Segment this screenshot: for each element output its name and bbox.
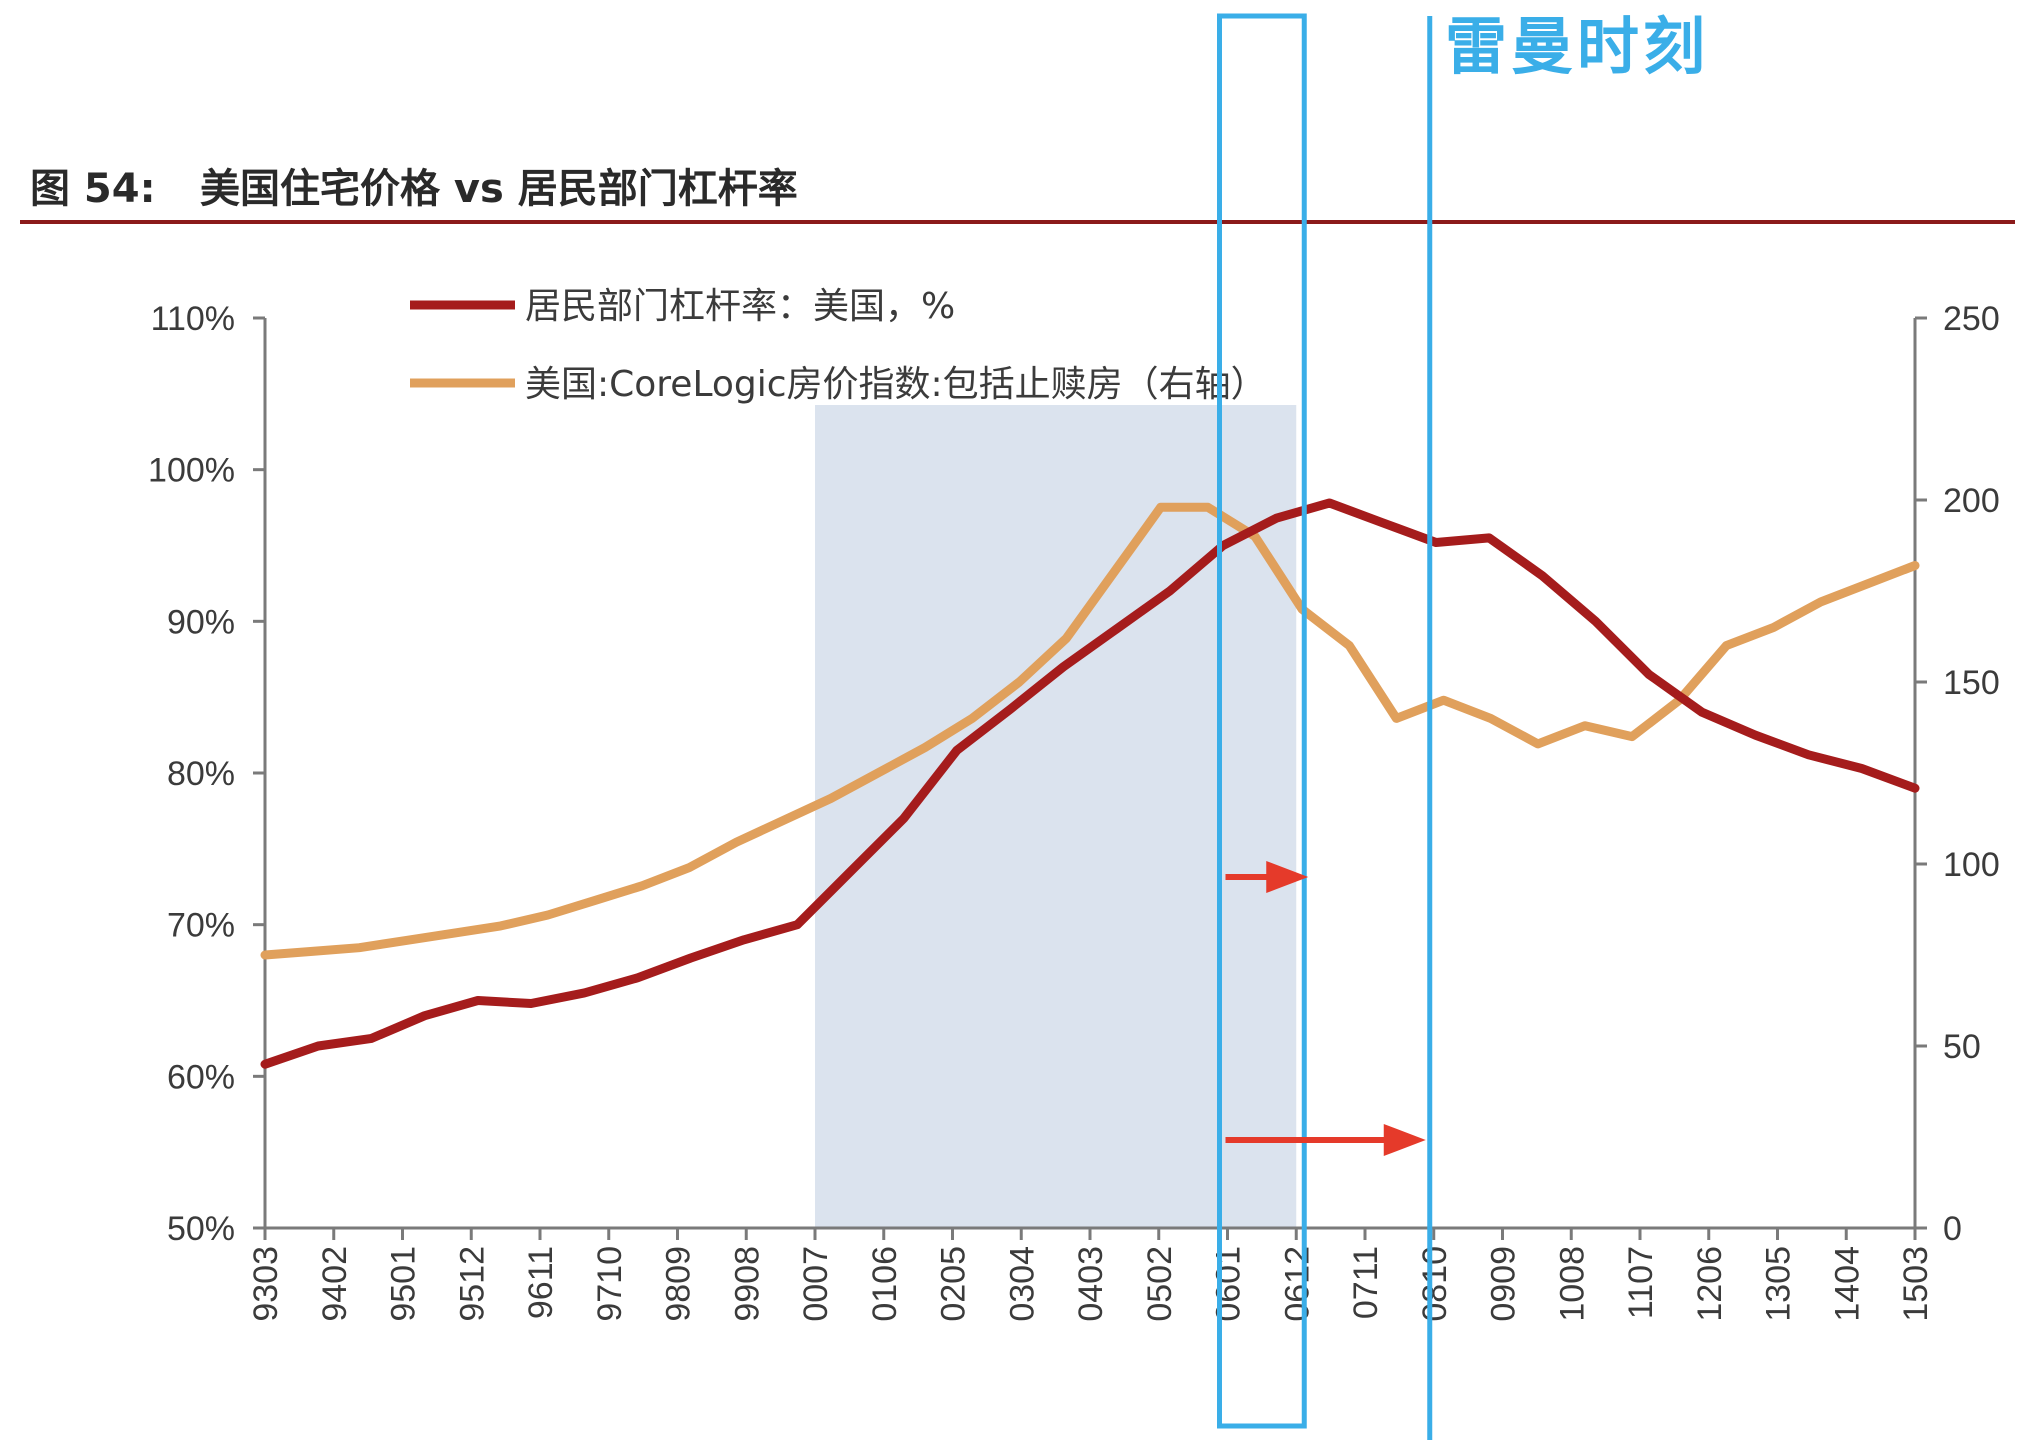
figure-number: 图 54: bbox=[30, 166, 156, 212]
x-tick-label: 9501 bbox=[385, 1246, 423, 1322]
figure-title: 美国住宅价格 vs 居民部门杠杆率 bbox=[200, 166, 798, 212]
left-tick-label: 110% bbox=[151, 300, 235, 338]
x-tick-label: 0612 bbox=[1278, 1246, 1316, 1322]
right-tick-label: 0 bbox=[1943, 1210, 1962, 1248]
x-tick-label: 0106 bbox=[866, 1246, 904, 1322]
highlight-box bbox=[1217, 13, 1307, 1429]
series-lines bbox=[260, 498, 1920, 1069]
left-tick-label: 50% bbox=[167, 1210, 235, 1248]
arrow-upper-head bbox=[1266, 861, 1309, 893]
x-tick-label: 9402 bbox=[316, 1246, 354, 1322]
x-tick-label: 0304 bbox=[1003, 1246, 1041, 1322]
legend-label-house-price: 美国:CoreLogic房价指数:包括止赎房（右轴） bbox=[525, 364, 1267, 405]
x-tick-label: 9611 bbox=[522, 1246, 560, 1319]
x-tick-label: 0711 bbox=[1347, 1246, 1385, 1319]
right-tick-label: 150 bbox=[1943, 664, 2000, 702]
x-tick-label: 1008 bbox=[1553, 1246, 1591, 1322]
x-tick-label: 0810 bbox=[1416, 1246, 1454, 1322]
x-tick-label: 1404 bbox=[1828, 1246, 1866, 1322]
x-tick-label: 1503 bbox=[1897, 1246, 1935, 1322]
overlay-markers bbox=[1217, 13, 1433, 1440]
x-tick-label: 1305 bbox=[1760, 1246, 1798, 1322]
right-tick-label: 200 bbox=[1943, 482, 2000, 520]
x-tick-label: 9512 bbox=[453, 1246, 491, 1322]
arrow-lower-head bbox=[1383, 1124, 1426, 1156]
left-tick-label: 100% bbox=[148, 452, 235, 490]
series-line-house-price bbox=[260, 502, 1920, 960]
x-tick-label: 1206 bbox=[1691, 1246, 1729, 1322]
x-tick-label: 9908 bbox=[728, 1246, 766, 1322]
lehman-moment-annotation: 雷曼时刻 bbox=[1445, 10, 1709, 83]
x-tick-label: 0205 bbox=[935, 1246, 973, 1322]
left-tick-label: 80% bbox=[167, 755, 235, 793]
x-tick-label: 9303 bbox=[247, 1246, 285, 1322]
left-tick-label: 60% bbox=[167, 1058, 235, 1096]
right-tick-label: 250 bbox=[1943, 300, 2000, 338]
x-axis-ticks: 9303 9402 9501 9512 9611 9710 9809 9908 0007 0106… bbox=[247, 1228, 1935, 1322]
right-tick-label: 100 bbox=[1943, 846, 2000, 884]
shaded-period bbox=[815, 405, 1297, 1228]
x-tick-label: 1107 bbox=[1622, 1246, 1660, 1319]
right-axis-ticks: 250 200 150 100 50 0 bbox=[1915, 300, 2000, 1248]
left-axis-ticks: 110% 100% 90% 80% 70% 60% 50% bbox=[148, 300, 265, 1248]
x-tick-label: 0007 bbox=[797, 1246, 835, 1322]
right-tick-label: 50 bbox=[1943, 1028, 1981, 1066]
x-tick-label: 0909 bbox=[1485, 1246, 1523, 1322]
legend: 居民部门杠杆率：美国，% 美国:CoreLogic房价指数:包括止赎房（右轴） bbox=[410, 286, 1267, 405]
x-tick-label: 9710 bbox=[591, 1246, 629, 1322]
legend-label-leverage: 居民部门杠杆率：美国，% bbox=[525, 286, 955, 327]
x-tick-label: 9809 bbox=[660, 1246, 698, 1322]
left-tick-label: 90% bbox=[167, 603, 235, 641]
left-tick-label: 70% bbox=[167, 907, 235, 945]
x-tick-label: 0601 bbox=[1210, 1246, 1248, 1322]
series-line-leverage bbox=[260, 498, 1920, 1069]
x-tick-label: 0502 bbox=[1141, 1246, 1179, 1322]
x-tick-label: 0403 bbox=[1072, 1246, 1110, 1322]
